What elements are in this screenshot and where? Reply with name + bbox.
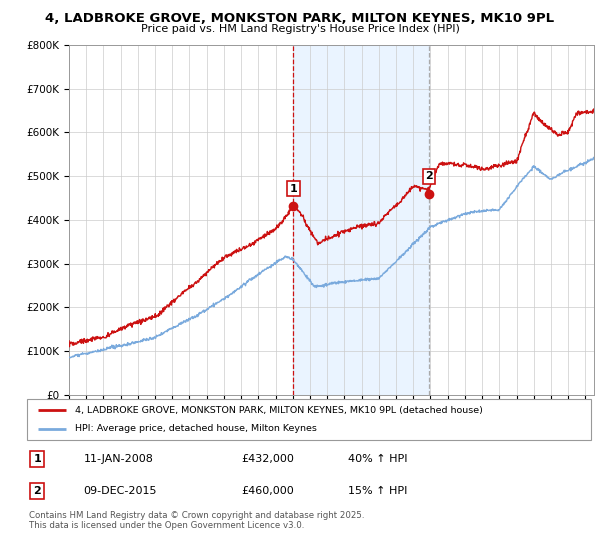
Bar	[293, 45, 429, 395]
Text: £432,000: £432,000	[241, 454, 294, 464]
Text: 15% ↑ HPI: 15% ↑ HPI	[349, 486, 408, 496]
Text: 4, LADBROKE GROVE, MONKSTON PARK, MILTON KEYNES, MK10 9PL: 4, LADBROKE GROVE, MONKSTON PARK, MILTON…	[46, 12, 554, 25]
FancyBboxPatch shape	[27, 399, 591, 440]
Text: 2: 2	[425, 171, 433, 181]
Text: 1: 1	[33, 454, 41, 464]
Text: Contains HM Land Registry data © Crown copyright and database right 2025.
This d: Contains HM Land Registry data © Crown c…	[29, 511, 364, 530]
Text: £460,000: £460,000	[241, 486, 294, 496]
Text: Price paid vs. HM Land Registry's House Price Index (HPI): Price paid vs. HM Land Registry's House …	[140, 24, 460, 34]
Text: HPI: Average price, detached house, Milton Keynes: HPI: Average price, detached house, Milt…	[75, 424, 317, 433]
Text: 1: 1	[289, 184, 297, 194]
Text: 4, LADBROKE GROVE, MONKSTON PARK, MILTON KEYNES, MK10 9PL (detached house): 4, LADBROKE GROVE, MONKSTON PARK, MILTON…	[75, 405, 483, 414]
Text: 09-DEC-2015: 09-DEC-2015	[83, 486, 157, 496]
Text: 40% ↑ HPI: 40% ↑ HPI	[349, 454, 408, 464]
Text: 2: 2	[33, 486, 41, 496]
Text: 11-JAN-2008: 11-JAN-2008	[83, 454, 153, 464]
